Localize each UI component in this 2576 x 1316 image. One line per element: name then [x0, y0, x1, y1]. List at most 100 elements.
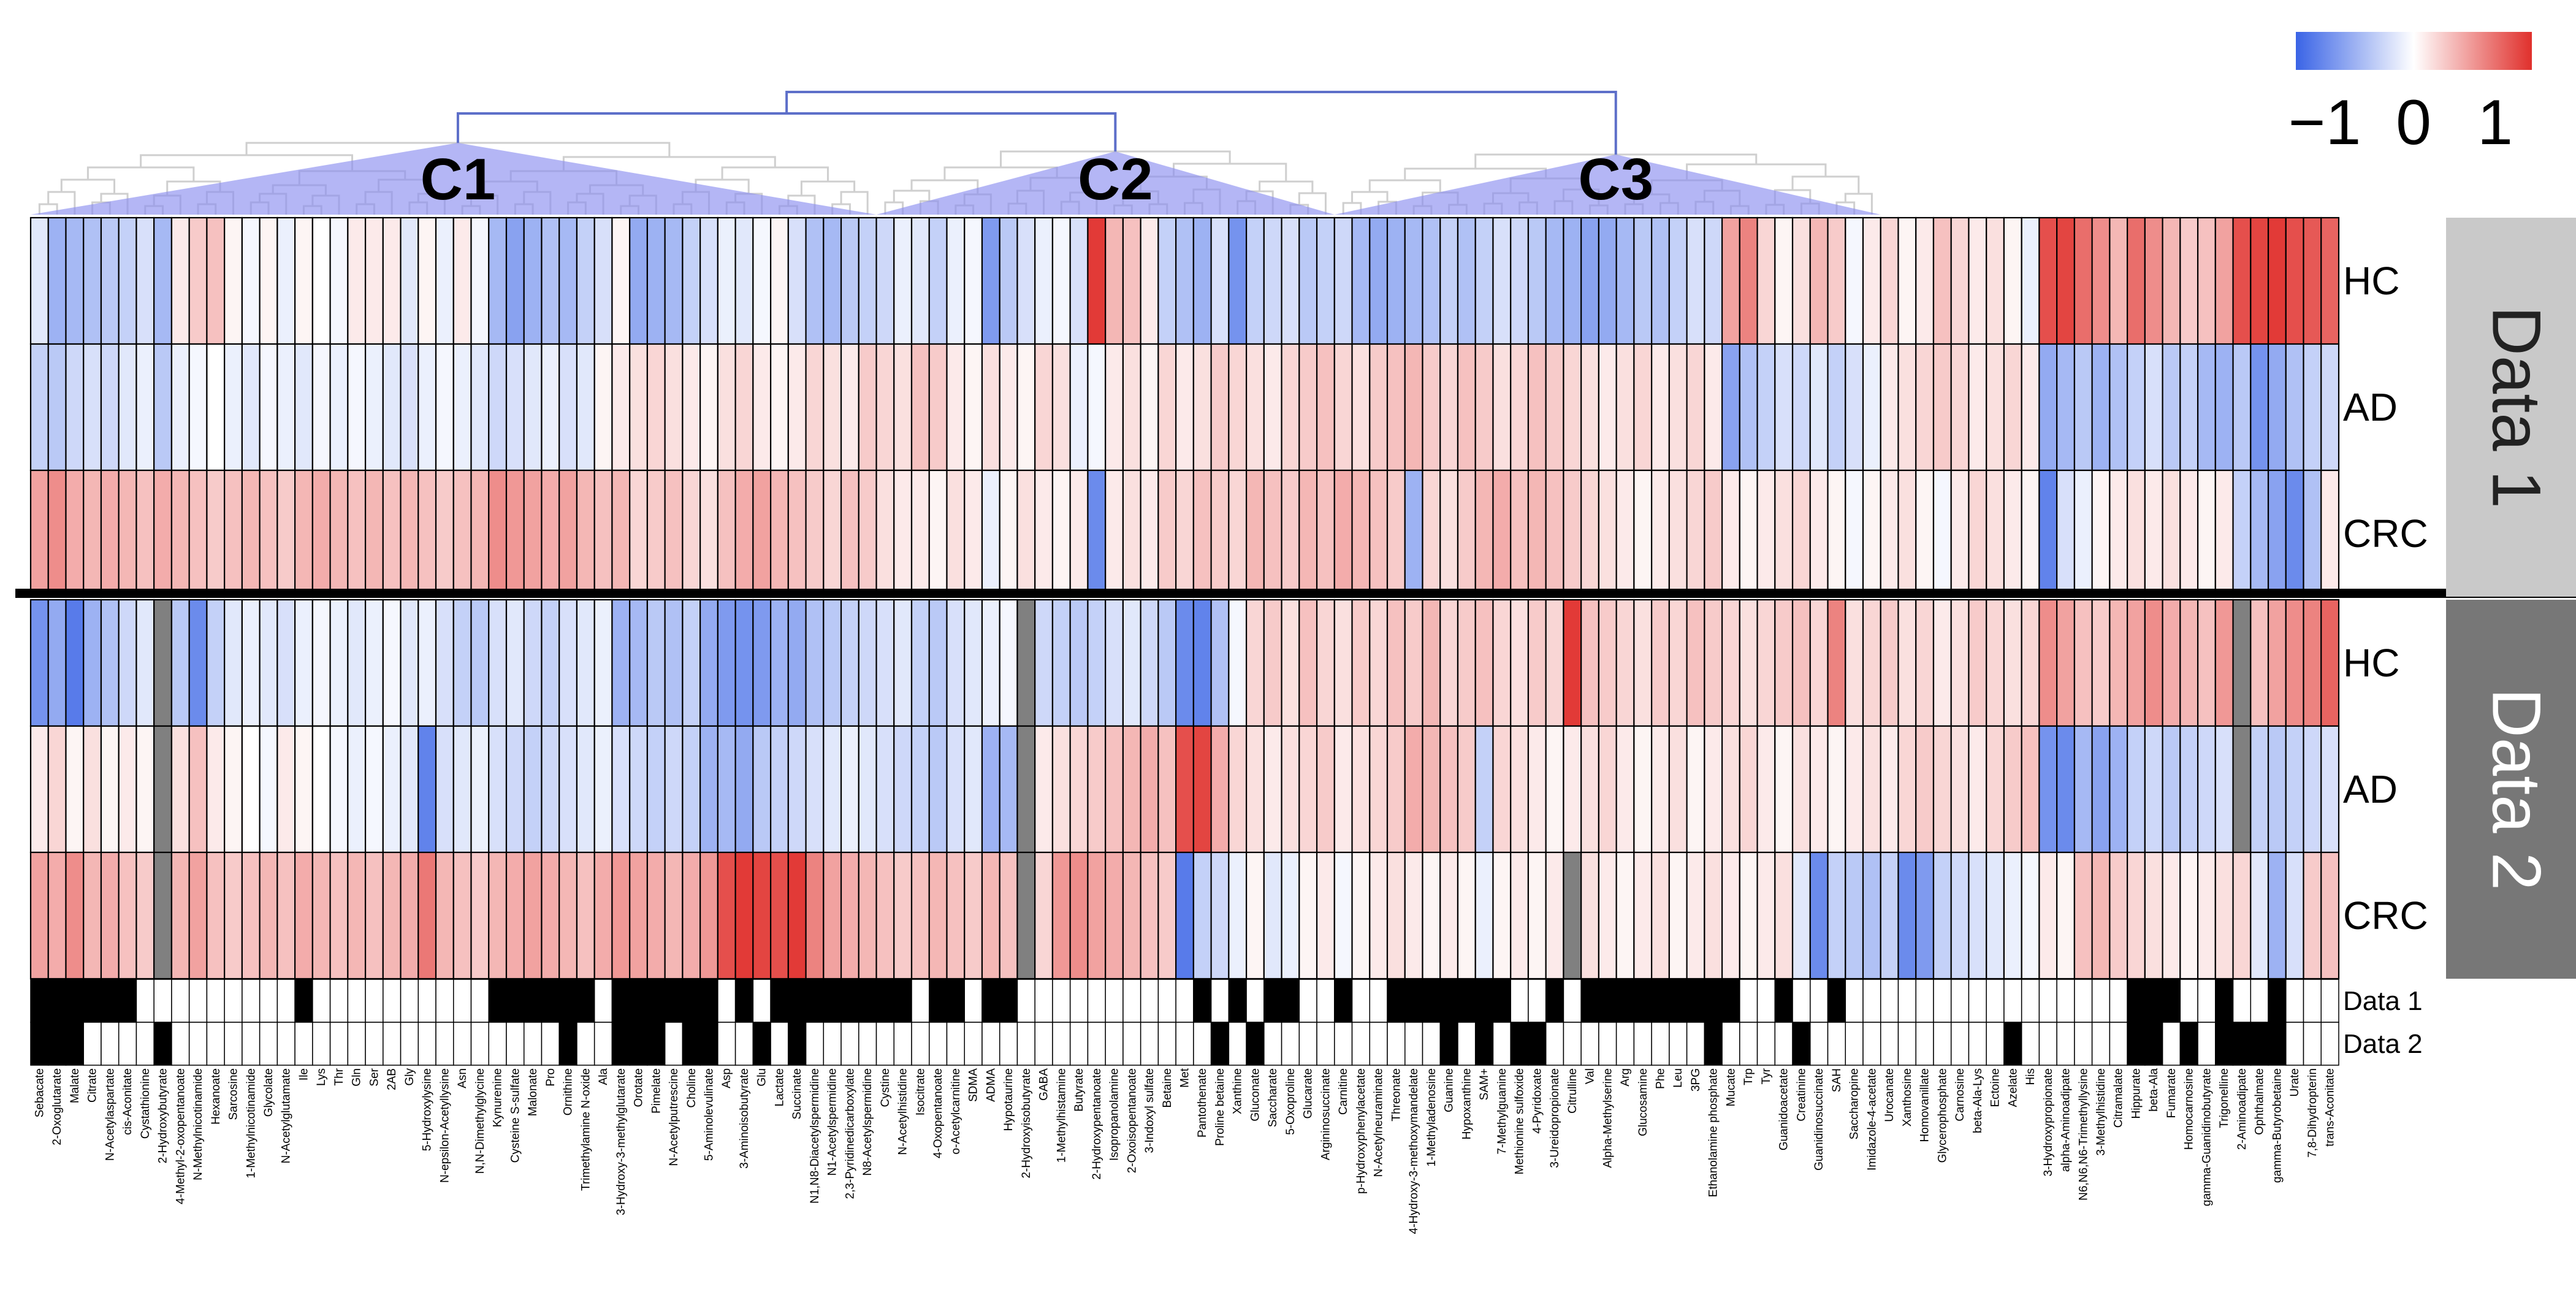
heat-cell [699, 343, 718, 472]
heat-cell [100, 469, 120, 598]
column-label: Succinate [791, 1068, 804, 1119]
indicator-cell [752, 1022, 771, 1066]
heat-cell [734, 851, 754, 980]
heat-cell [593, 469, 613, 598]
dendrogram-branch [60, 178, 116, 194]
heat-cell [311, 216, 331, 345]
heat-cell [1105, 851, 1124, 980]
indicator-cell [1704, 979, 1723, 1023]
column-label: Argininosuccinate [1319, 1068, 1332, 1160]
indicator-cell [1069, 1022, 1089, 1066]
heat-cell [118, 216, 137, 345]
heat-cell [2214, 216, 2234, 345]
heat-cell [593, 599, 613, 727]
heat-cell [1932, 469, 1952, 598]
column-label: 3-Hydroxy-3-methylglutarate [615, 1068, 628, 1215]
indicator-cell [1615, 979, 1635, 1023]
heat-cell [1069, 851, 1089, 980]
heat-cell [2021, 469, 2040, 598]
heat-cell [417, 851, 437, 980]
heat-cell [135, 343, 155, 472]
heat-cell [1492, 599, 1512, 727]
heat-cell [29, 851, 49, 980]
heat-cell [2144, 725, 2163, 854]
column-label: 3-Methylhistidine [2095, 1068, 2108, 1156]
indicator-cell [576, 979, 595, 1023]
indicator-cell [1034, 979, 1053, 1023]
heat-cell [558, 469, 578, 598]
heat-cell [1051, 725, 1071, 854]
indicator-cell [2056, 1022, 2075, 1066]
column-label: Ser [368, 1068, 381, 1086]
heat-cell [2056, 469, 2075, 598]
heat-cell [1351, 216, 1371, 345]
heat-cell [1298, 216, 1318, 345]
heat-cell [558, 599, 578, 727]
heat-cell [1210, 343, 1230, 472]
indicator-cell [1651, 1022, 1670, 1066]
heat-cell [787, 343, 807, 472]
heat-cell [153, 599, 173, 727]
heat-cell [2179, 599, 2199, 727]
heat-cell [823, 216, 842, 345]
column-label: Glucarate [1302, 1068, 1315, 1119]
indicator-cell [1915, 1022, 1934, 1066]
indicator-cell [1528, 979, 1547, 1023]
heat-cell [558, 343, 578, 472]
heat-cell [1034, 725, 1054, 854]
column-label: Lys [315, 1068, 328, 1086]
column-label: Threonate [1390, 1068, 1403, 1122]
heat-cell [1087, 725, 1107, 854]
heat-cell [488, 469, 508, 598]
heat-cell [1633, 343, 1653, 472]
column-label: gamma-Butyrobetaine [2271, 1068, 2284, 1183]
heat-cell [981, 599, 1000, 727]
heat-cell [1069, 599, 1089, 727]
heat-cell [999, 725, 1018, 854]
heat-cell [347, 469, 367, 598]
heat-cell [435, 851, 454, 980]
indicator-cell [1492, 1022, 1511, 1066]
heat-cell [717, 599, 736, 727]
indicator-cell [788, 1022, 807, 1066]
heat-cell [1369, 343, 1389, 472]
indicator-cell [171, 979, 190, 1023]
indicator-cell [1968, 1022, 1987, 1066]
indicator-cell [2021, 1022, 2040, 1066]
indicator-cell [2056, 979, 2075, 1023]
indicator-cell [2091, 979, 2111, 1023]
column-label: Glu [756, 1068, 769, 1087]
heat-cell [1404, 216, 1423, 345]
heat-cell [505, 851, 525, 980]
heat-cell [1422, 216, 1441, 345]
dendrogram-branch [893, 189, 931, 202]
heat-cell [276, 343, 296, 472]
indicator-cell [840, 979, 859, 1023]
column-label: Hexanoate [210, 1068, 223, 1125]
indicator-cell [1175, 1022, 1194, 1066]
heat-cell [999, 851, 1018, 980]
column-label: N-Acetylglutamate [280, 1068, 293, 1163]
heat-cell [1915, 599, 1935, 727]
heat-cell [1756, 343, 1776, 472]
indicator-cell [981, 1022, 1000, 1066]
heat-cell [964, 469, 983, 598]
heat-cell [2214, 599, 2234, 727]
heat-cell [858, 851, 877, 980]
heat-cell [276, 851, 296, 980]
column-label: GABA [1038, 1068, 1051, 1101]
heat-cell [347, 343, 367, 472]
indicator-cell [629, 1022, 648, 1066]
indicator-cell [2162, 979, 2181, 1023]
column-label: Pimelate [650, 1068, 663, 1114]
heat-cell [541, 599, 560, 727]
column-label: Asn [456, 1068, 469, 1088]
heat-cell [1668, 851, 1688, 980]
heat-cell [1192, 216, 1212, 345]
heat-cell [2162, 725, 2181, 854]
heat-cell [1351, 599, 1371, 727]
heat-cell [118, 343, 137, 472]
indicator-cell [770, 1022, 789, 1066]
indicator-cell [1845, 979, 1864, 1023]
heat-cell [1827, 725, 1846, 854]
